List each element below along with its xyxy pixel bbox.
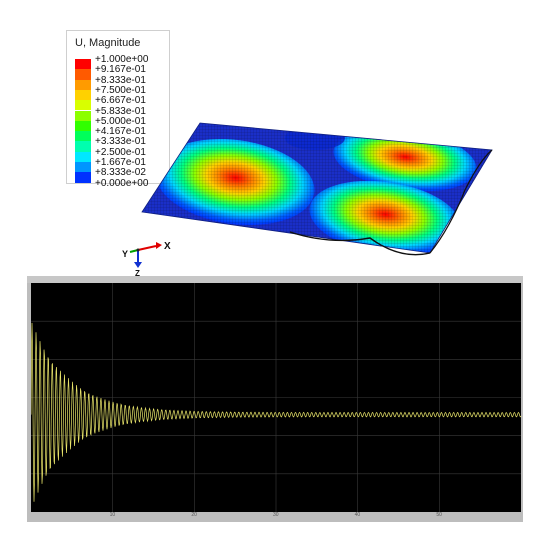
signal-trace (30, 322, 522, 502)
legend-label: +7.500e-01 (95, 84, 146, 96)
legend-label: +5.000e-01 (95, 115, 146, 127)
legend-label: +3.333e-01 (95, 136, 146, 148)
time-tick-label: 10 (109, 512, 116, 518)
time-tick-label: 30 (273, 512, 279, 518)
scope-time-axis: 10 20 30 40 50 (27, 512, 523, 522)
scope-display[interactable] (30, 283, 522, 512)
legend-swatch (75, 89, 91, 101)
legend-label: +6.667e-01 (95, 95, 146, 107)
legend-swatch (75, 79, 91, 90)
legend-swatch (75, 172, 91, 183)
legend-title: U, Magnitude (75, 37, 141, 49)
scope-toolbar (27, 276, 523, 283)
legend-swatch (75, 59, 91, 70)
legend-label: +1.667e-01 (95, 157, 146, 168)
x-axis-label: X (164, 241, 171, 252)
decay-signal-plot (30, 283, 522, 512)
deformed-plate-contour (141, 122, 493, 256)
legend-label: +9.167e-01 (95, 64, 146, 76)
legend-label: +4.167e-01 (95, 126, 146, 138)
legend-swatch (75, 120, 91, 132)
time-tick-label: 40 (354, 512, 361, 518)
time-tick-label: 20 (191, 512, 197, 518)
z-axis-label: Z (135, 269, 140, 278)
plate-surface (141, 122, 493, 256)
legend-swatch (75, 69, 91, 80)
legend-label: +8.333e-01 (95, 74, 146, 86)
coordinate-triad: X Y Z (122, 241, 171, 278)
legend-swatch (75, 110, 91, 121)
y-axis-label: Y (122, 249, 128, 259)
scope-window: 10 20 30 40 50 (27, 276, 523, 522)
legend-swatch (75, 131, 91, 142)
contour-legend: U, Magnitude +1.000e+00 +9.167e-01 +8.333e… (66, 30, 170, 189)
legend-swatch (75, 100, 91, 111)
legend-label: +5.833e-01 (95, 105, 146, 117)
legend-label: +8.333e-02 (95, 167, 146, 179)
legend-label: +1.000e+00 (95, 54, 149, 65)
legend-swatch (75, 141, 91, 152)
legend-color-bar (75, 59, 91, 183)
legend-swatch (75, 151, 91, 162)
legend-label: +2.500e-01 (95, 146, 146, 158)
legend-swatch (75, 162, 91, 173)
legend-label: +0.000e+00 (95, 177, 149, 189)
time-tick-label: 50 (436, 512, 442, 518)
